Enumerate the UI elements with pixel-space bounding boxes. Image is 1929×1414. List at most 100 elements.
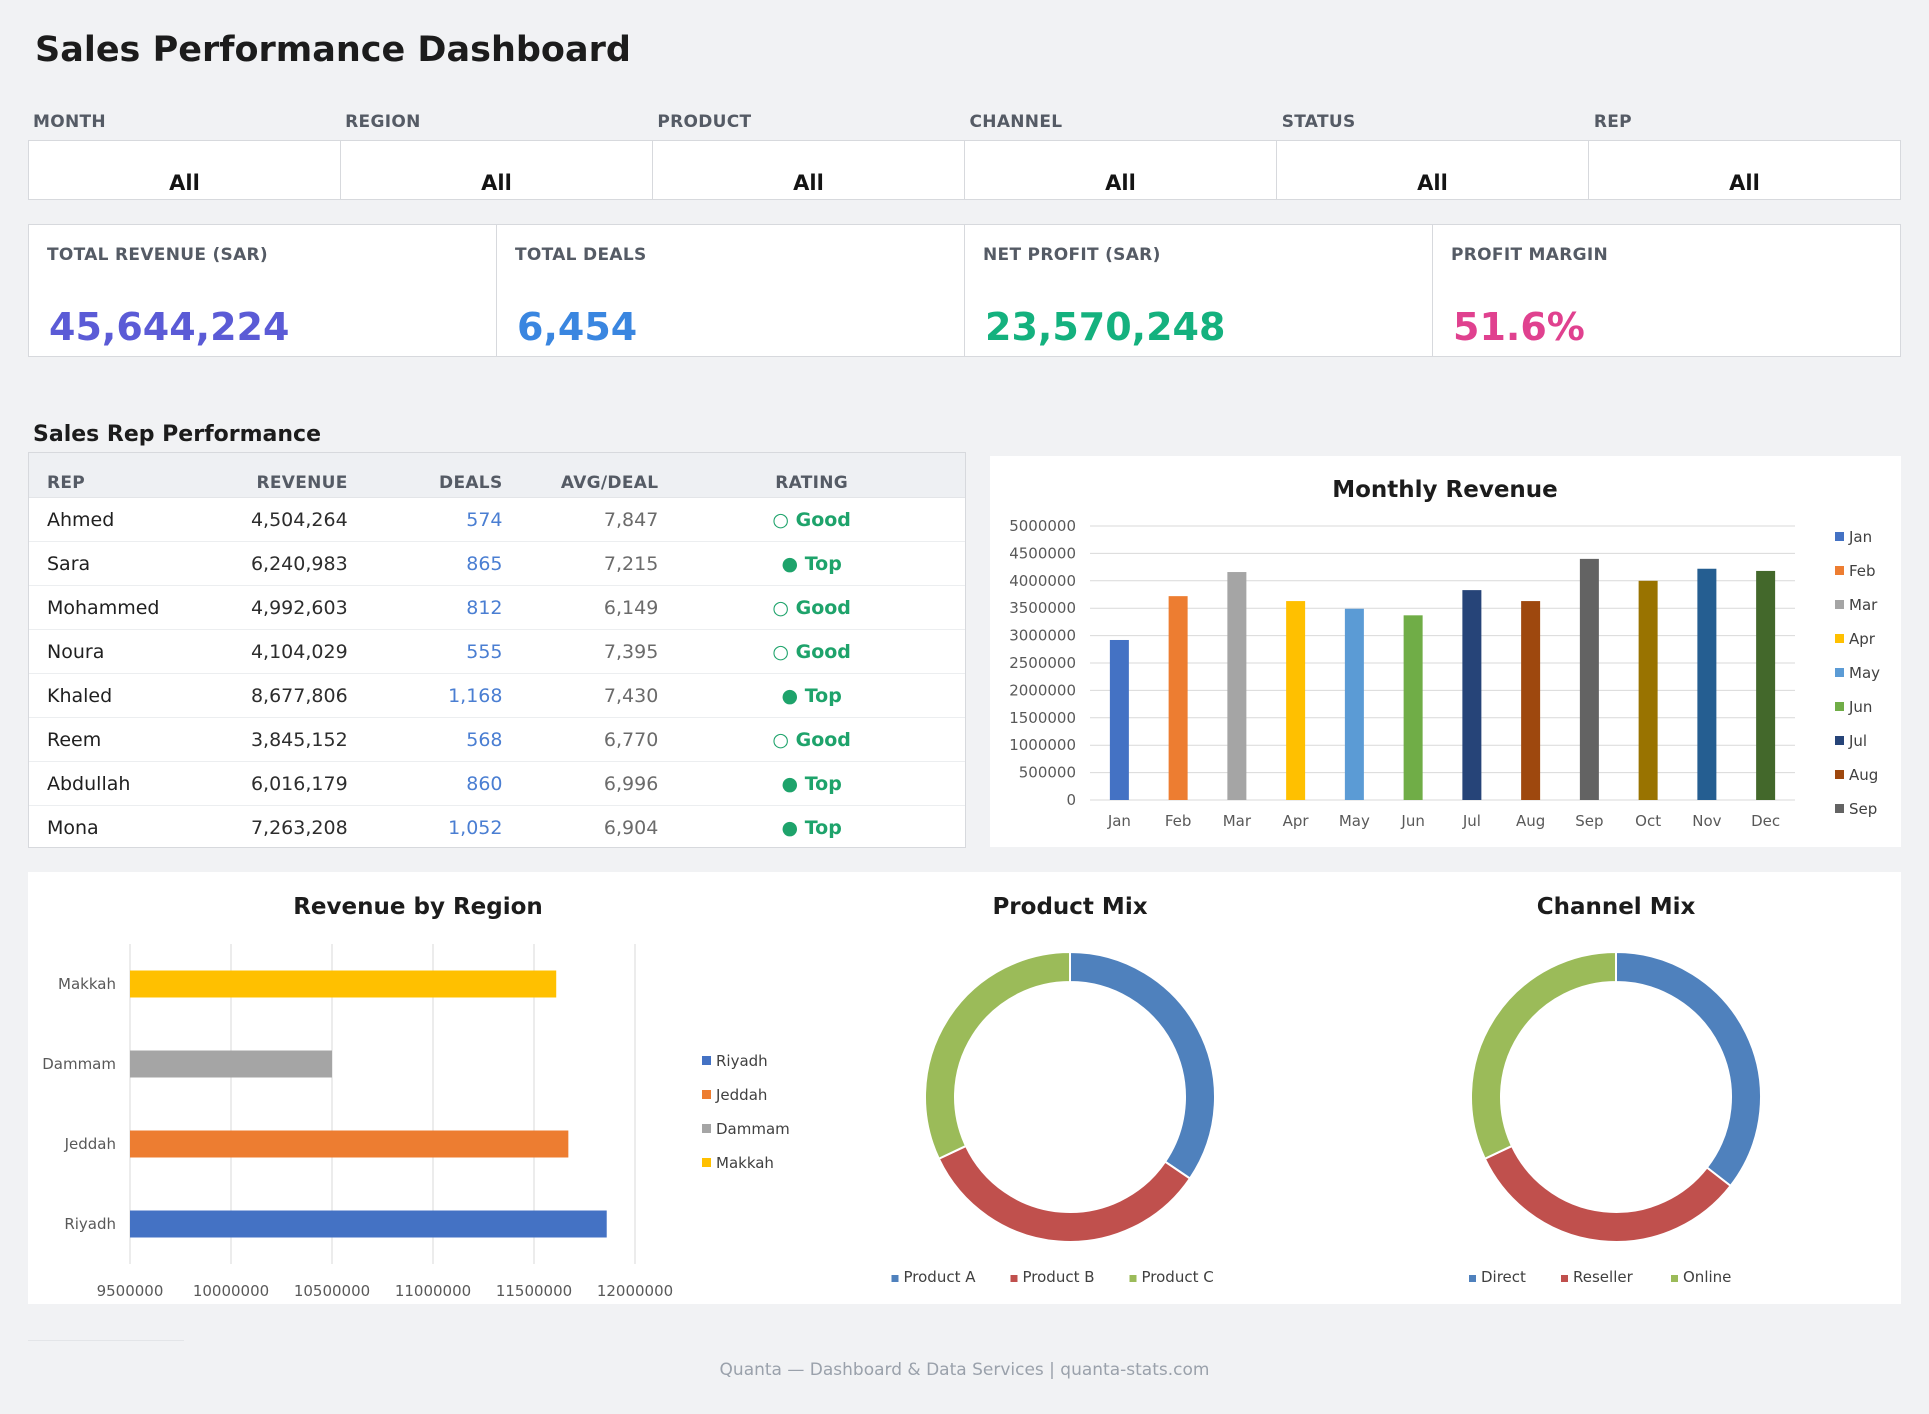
filter-rep-select[interactable]: All [1588, 141, 1900, 199]
filter-channel-select[interactable]: All [964, 141, 1276, 199]
legend-label: Product B [1023, 1268, 1095, 1286]
bar-jun [1403, 615, 1423, 800]
x-tick-label: 11500000 [496, 1282, 572, 1300]
table-row[interactable]: Ahmed 4,504,264 574 7,847 ○ Good [29, 498, 965, 542]
rep-name-cell: Ahmed [47, 508, 115, 531]
y-tick-label: 1500000 [1009, 709, 1076, 727]
legend-swatch [1835, 634, 1844, 643]
bar-sep [1579, 558, 1599, 800]
kpi-profit-margin: PROFIT MARGIN 51.6% [1432, 225, 1900, 356]
monthly-revenue-chart: Monthly Revenue5000000450000040000003500… [1009, 477, 1880, 830]
legend-swatch [1835, 804, 1844, 813]
slice-direct [1615, 950, 1762, 1188]
deals-cell: 568 [466, 728, 503, 751]
legend-swatch [891, 1275, 899, 1282]
bar-feb [1168, 596, 1188, 800]
legend-label: Jeddah [715, 1086, 767, 1104]
filter-label-month: MONTH [33, 112, 106, 132]
x-tick-label: Mar [1223, 812, 1252, 830]
filter-region-select[interactable]: All [340, 141, 652, 199]
legend-label: Product A [904, 1268, 977, 1286]
revenue-cell: 7,263,208 [250, 816, 348, 839]
y-tick-label: Riyadh [64, 1215, 116, 1233]
kpi-strip: TOTAL REVENUE (SAR) 45,644,224 TOTAL DEA… [28, 224, 1901, 357]
legend-label: Jun [1848, 698, 1872, 716]
table-row[interactable]: Sara 6,240,983 865 7,215 ● Top [29, 542, 965, 586]
revenue-cell: 6,240,983 [250, 552, 348, 575]
legend-swatch [702, 1056, 711, 1065]
x-tick-label: 11000000 [395, 1282, 471, 1300]
bar-oct [1638, 580, 1658, 800]
kpi-total-revenue: TOTAL REVENUE (SAR) 45,644,224 [29, 225, 496, 356]
legend-label: Sep [1849, 800, 1877, 818]
slice-product-a [1069, 950, 1216, 1180]
filter-product-select[interactable]: All [652, 141, 964, 199]
column-header-avg-deal[interactable]: AVG/DEAL [560, 473, 659, 493]
legend-label: May [1849, 664, 1880, 682]
y-tick-label: 2500000 [1009, 654, 1076, 672]
table-row[interactable]: Mohammed 4,992,603 812 6,149 ○ Good [29, 586, 965, 630]
y-tick-label: Dammam [42, 1055, 116, 1073]
kpi-value: 45,644,224 [49, 305, 290, 349]
legend-label: Mar [1849, 596, 1878, 614]
legend-label: Aug [1849, 766, 1878, 784]
revenue-by-region-chart: Revenue by Region 9500000 10000000 10500000… [42, 894, 790, 1300]
legend-swatch [1835, 770, 1844, 779]
x-tick-label: Nov [1692, 812, 1721, 830]
monthly-revenue-panel: Monthly Revenue 5000000 4500000 4000000 3500… [990, 456, 1901, 847]
avg-deal-cell: 6,770 [603, 728, 659, 751]
table-row[interactable]: Reem 3,845,152 568 6,770 ○ Good [29, 718, 965, 762]
legend-swatch [1561, 1275, 1568, 1282]
filter-month-select[interactable]: All [169, 171, 200, 195]
bar-jan [1109, 639, 1129, 800]
slice-online [1470, 950, 1617, 1161]
bar-mar [1227, 572, 1247, 800]
avg-deal-cell: 6,149 [603, 596, 659, 619]
column-header-deals[interactable]: DEALS [439, 473, 503, 493]
column-header-rating[interactable]: RATING [775, 473, 849, 493]
legend-label: Online [1683, 1268, 1731, 1286]
filter-status-select[interactable]: All [1276, 141, 1588, 199]
rep-name-cell: Sara [47, 552, 91, 575]
legend-label: Riyadh [716, 1052, 768, 1070]
revenue-cell: 6,016,179 [250, 772, 348, 795]
y-tick-label: 5000000 [1009, 517, 1076, 535]
legend-label: Dammam [716, 1120, 790, 1138]
legend-label: Direct [1481, 1268, 1526, 1286]
legend-swatch [1835, 566, 1844, 575]
bar-may [1344, 608, 1364, 800]
legend-swatch [1835, 668, 1844, 677]
table-row[interactable]: Khaled 8,677,806 1,168 7,430 ● Top [29, 674, 965, 718]
rep-name-cell: Abdullah [47, 772, 131, 795]
column-header-revenue[interactable]: REVENUE [256, 473, 348, 493]
legend-swatch [702, 1158, 711, 1167]
table-row[interactable]: Noura 4,104,029 555 7,395 ○ Good [29, 630, 965, 674]
x-tick-label: May [1339, 812, 1370, 830]
rating-cell: ○ Good [772, 640, 851, 663]
kpi-label: NET PROFIT (SAR) [983, 245, 1161, 265]
x-tick-label: Apr [1283, 812, 1310, 830]
kpi-total-deals: TOTAL DEALS 6,454 [496, 225, 964, 356]
rating-cell: ● Top [781, 772, 842, 795]
filter-label-channel: CHANNEL [969, 112, 1063, 132]
y-tick-label: 3000000 [1009, 627, 1076, 645]
legend-label: Product C [1142, 1268, 1214, 1286]
legend-swatch [1129, 1275, 1137, 1282]
legend-swatch [1469, 1275, 1476, 1282]
bar-riyadh [130, 1210, 607, 1238]
x-tick-label: Sep [1575, 812, 1603, 830]
chart-title: Product Mix [992, 894, 1147, 920]
channel-mix-chart: Channel Mix Direct Reseller Online [1469, 894, 1762, 1286]
rating-cell: ○ Good [772, 728, 851, 751]
table-row[interactable]: Abdullah 6,016,179 860 6,996 ● Top [29, 762, 965, 806]
x-tick-label: Feb [1165, 812, 1192, 830]
x-tick-label: Jun [1400, 812, 1424, 830]
column-header-rep[interactable]: REP [47, 473, 86, 493]
y-tick-label: Jeddah [64, 1135, 116, 1153]
rep-name-cell: Mona [47, 816, 99, 839]
avg-deal-cell: 7,395 [603, 640, 659, 663]
table-row[interactable]: Mona 7,263,208 1,052 6,904 ● Top [29, 806, 965, 847]
avg-deal-cell: 7,215 [603, 552, 659, 575]
revenue-cell: 4,992,603 [250, 596, 348, 619]
kpi-value: 6,454 [517, 305, 638, 349]
